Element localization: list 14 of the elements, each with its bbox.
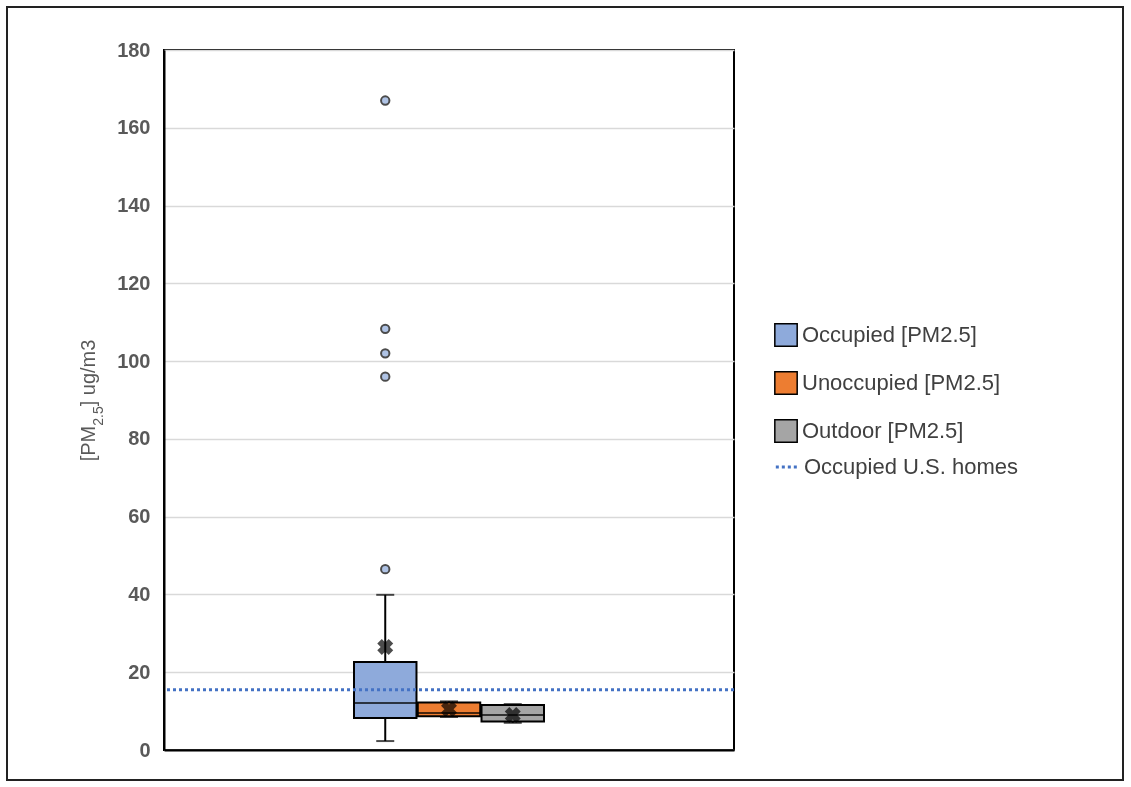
y-tick-label: 40 bbox=[128, 582, 151, 605]
y-tick-label: 160 bbox=[117, 116, 151, 139]
legend-label: Outdoor [PM2.5] bbox=[802, 418, 964, 443]
legend-label: Occupied U.S. homes bbox=[804, 454, 1018, 479]
y-tick-label: 20 bbox=[128, 660, 151, 683]
y-tick-label: 140 bbox=[117, 194, 151, 217]
y-tick-label: 80 bbox=[128, 427, 151, 450]
y-tick-label: 180 bbox=[117, 38, 151, 61]
legend-label: Occupied [PM2.5] bbox=[802, 322, 977, 347]
y-tick-label: 60 bbox=[128, 505, 151, 528]
y-tick-label: 120 bbox=[117, 271, 151, 294]
y-tick-label: 0 bbox=[139, 738, 151, 761]
y-tick-label: 100 bbox=[117, 349, 151, 372]
legend-label: Unoccupied [PM2.5] bbox=[802, 370, 1001, 395]
